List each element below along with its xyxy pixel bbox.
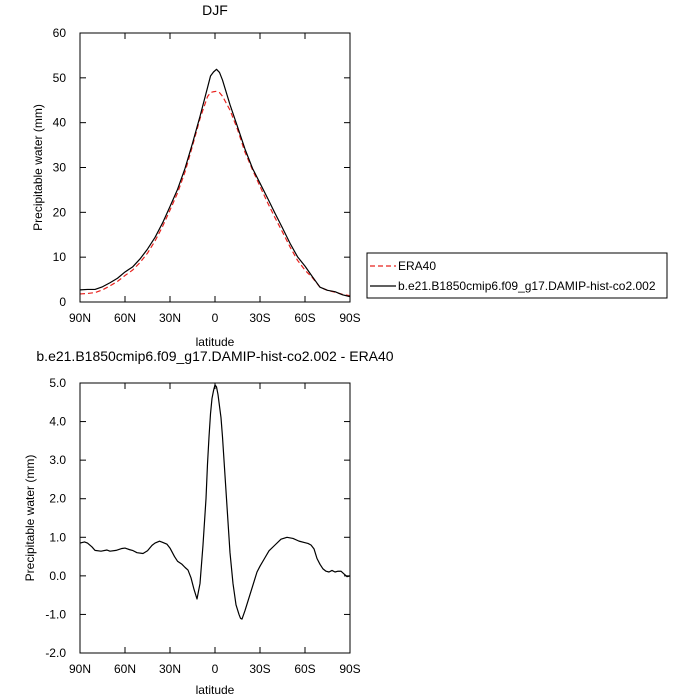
y-tick-label: 10	[53, 250, 67, 264]
y-tick-label: 3.0	[49, 453, 66, 467]
x-tick-label: 30S	[249, 311, 270, 325]
series-line-bottom-0	[79, 384, 351, 620]
x-tick-label: 60S	[294, 662, 315, 676]
y-tick-label: 30	[53, 161, 67, 175]
chart-top-ticks	[79, 32, 351, 303]
chart-top-frame	[79, 32, 351, 303]
x-tick-label: 30S	[249, 662, 270, 676]
chart-bottom-xlabel: latitude	[196, 683, 235, 697]
y-tick-label: 2.0	[49, 492, 66, 506]
chart-top-ylabel: Precipitable water (mm)	[31, 104, 45, 231]
y-tick-label: 5.0	[49, 376, 66, 390]
chart-top-tick-labels: 90N 60N 30N 0 30S 60S 90S 0 10 20 30 40 50 60	[53, 26, 361, 325]
chart-top-title: DJF	[202, 2, 228, 18]
x-tick-label: 90N	[69, 311, 91, 325]
x-tick-label: 0	[212, 662, 219, 676]
series-line-top-0	[79, 90, 351, 297]
chart-bottom-series	[79, 384, 351, 620]
chart-bottom-ticks	[79, 382, 351, 654]
y-tick-label: 20	[53, 205, 67, 219]
x-tick-label: 90S	[339, 311, 360, 325]
y-tick-label: 50	[53, 71, 67, 85]
y-tick-label: 0	[59, 295, 66, 309]
x-tick-label: 0	[212, 311, 219, 325]
y-tick-label: 60	[53, 26, 67, 40]
x-tick-label: 30N	[159, 311, 181, 325]
legend-label-model: b.e21.B1850cmip6.f09_g17.DAMIP-hist-co2.…	[398, 279, 656, 293]
x-tick-label: 90N	[69, 662, 91, 676]
chart-bottom-ylabel: Precipitable water (mm)	[23, 455, 37, 582]
chart-top-legend: ERA40 b.e21.B1850cmip6.f09_g17.DAMIP-his…	[366, 252, 668, 299]
x-tick-label: 30N	[159, 662, 181, 676]
x-tick-label: 90S	[339, 662, 360, 676]
y-tick-label: 40	[53, 116, 67, 130]
chart-bottom: b.e21.B1850cmip6.f09_g17.DAMIP-hist-co2.…	[23, 348, 394, 697]
chart-bottom-frame	[79, 382, 351, 654]
chart-bottom-title: b.e21.B1850cmip6.f09_g17.DAMIP-hist-co2.…	[36, 348, 393, 364]
series-line-top-1	[79, 68, 351, 298]
chart-top: DJF Precipitable water (mm) latitude 90N…	[31, 2, 361, 349]
x-tick-label: 60N	[114, 662, 136, 676]
chart-top-xlabel: latitude	[196, 335, 235, 349]
y-tick-label: 4.0	[49, 415, 66, 429]
y-tick-label: -1.0	[45, 607, 66, 621]
legend-label-era40: ERA40	[398, 259, 436, 273]
y-tick-label: -2.0	[45, 646, 66, 660]
y-tick-label: 0.0	[49, 569, 66, 583]
y-tick-label: 1.0	[49, 530, 66, 544]
x-tick-label: 60S	[294, 311, 315, 325]
chart-bottom-tick-labels: 90N 60N 30N 0 30S 60S 90S -2.0 -1.0 0.0 1.0 2.0 3.0 4…	[45, 376, 360, 676]
chart-top-series	[79, 68, 351, 298]
x-tick-label: 60N	[114, 311, 136, 325]
legend-box	[366, 252, 668, 299]
